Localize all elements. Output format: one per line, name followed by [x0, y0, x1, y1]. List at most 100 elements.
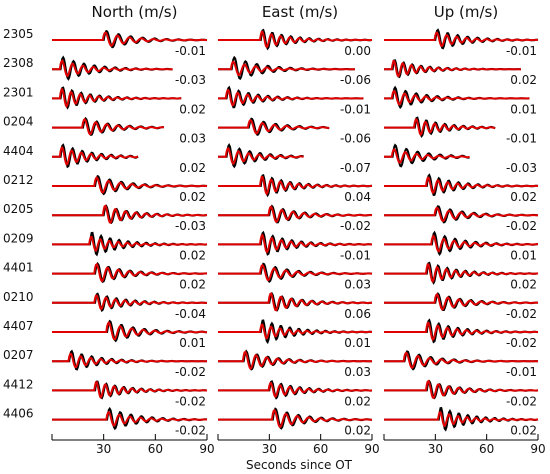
synthetic-trace: [52, 381, 207, 399]
amplitude-label: -0.02: [506, 307, 537, 321]
synthetic-trace: [384, 234, 538, 253]
panel-title: East (m/s): [262, 3, 338, 21]
synthetic-trace: [384, 263, 538, 284]
synthetic-trace: [52, 146, 139, 166]
amplitude-label: 0.02: [510, 424, 537, 438]
x-tick-label: 60: [313, 442, 328, 456]
amplitude-label: -0.01: [340, 248, 371, 262]
amplitude-label: -0.03: [175, 73, 206, 87]
station-label: 4407: [3, 319, 34, 333]
synthetic-trace: [384, 60, 521, 78]
synthetic-trace: [384, 118, 496, 137]
amplitude-label: -0.02: [175, 365, 206, 379]
amplitude-label: 0.02: [179, 278, 206, 292]
amplitude-label: -0.01: [175, 44, 206, 58]
amplitude-label: 0.02: [510, 190, 537, 204]
amplitude-label: -0.01: [506, 132, 537, 146]
x-tick-label: 30: [96, 442, 111, 456]
amplitude-label: 0.02: [344, 424, 371, 438]
synthetic-trace: [384, 31, 538, 47]
x-tick-label: 60: [148, 442, 163, 456]
amplitude-label: 0.01: [344, 336, 371, 350]
panel-0: North (m/s) -0.01 -0.03 0.02 0.03 0.02 0.02 -0.…: [51, 3, 215, 456]
synthetic-trace: [52, 262, 208, 283]
component-panels: North (m/s) -0.01 -0.03 0.02 0.03 0.02 0.02 -0.…: [51, 3, 546, 456]
station-label: 0207: [3, 348, 34, 362]
amplitude-label: 0.01: [510, 248, 537, 262]
station-label: 4401: [3, 261, 34, 275]
amplitude-label: -0.03: [506, 161, 537, 175]
synthetic-trace: [52, 410, 208, 427]
amplitude-label: 0.02: [179, 190, 206, 204]
station-labels: 2305 2308 2301 0204 4404 0212 0205 0209 4401 0210…: [3, 27, 34, 421]
amplitude-label: 0.03: [179, 132, 206, 146]
synthetic-trace: [52, 88, 182, 108]
amplitude-label: 0.04: [344, 190, 371, 204]
amplitude-label: 0.01: [510, 102, 537, 116]
synthetic-trace: [384, 89, 530, 106]
synthetic-trace: [218, 263, 373, 282]
synthetic-trace: [52, 117, 165, 136]
x-tick-label: 30: [262, 442, 277, 456]
synthetic-trace: [218, 205, 373, 224]
amplitude-label: 0.02: [510, 278, 537, 292]
panel-1: East (m/s) 0.00 -0.06 -0.01 -0.06 -0.07 0.04 -0…: [217, 3, 380, 456]
panel-title: Up (m/s): [434, 3, 498, 21]
station-label: 0209: [3, 231, 34, 245]
amplitude-label: 0.02: [179, 161, 206, 175]
amplitude-label: -0.02: [506, 336, 537, 350]
synthetic-trace: [384, 292, 539, 311]
amplitude-label: -0.02: [175, 424, 206, 438]
x-tick-label: 90: [530, 442, 545, 456]
station-label: 2305: [3, 27, 34, 41]
amplitude-label: 0.02: [179, 248, 206, 262]
synthetic-trace: [218, 381, 373, 399]
x-tick-label: 90: [364, 442, 379, 456]
synthetic-trace: [52, 294, 208, 311]
amplitude-label: -0.01: [340, 102, 371, 116]
amplitude-label: 0.02: [179, 102, 206, 116]
station-label: 0204: [3, 115, 34, 129]
synthetic-trace: [384, 176, 539, 195]
synthetic-trace: [218, 175, 372, 196]
amplitude-label: -0.01: [506, 365, 537, 379]
synthetic-trace: [218, 350, 372, 371]
station-label: 2301: [3, 85, 34, 99]
synthetic-trace: [384, 206, 538, 223]
synthetic-trace: [218, 30, 372, 49]
synthetic-trace: [384, 411, 538, 428]
amplitude-label: -0.02: [340, 219, 371, 233]
amplitude-label: -0.07: [340, 161, 371, 175]
station-label: 0212: [3, 173, 34, 187]
synthetic-trace: [218, 408, 372, 428]
synthetic-trace: [52, 236, 207, 253]
amplitude-label: -0.02: [506, 219, 537, 233]
x-axis-label: Seconds since OT: [246, 458, 353, 472]
panel-2: Up (m/s) -0.01 0.02 0.01 -0.01 -0.03 0.02 -0.02…: [383, 3, 546, 456]
station-label: 0210: [3, 290, 34, 304]
synthetic-trace: [218, 291, 372, 312]
synthetic-trace: [384, 321, 538, 342]
synthetic-trace: [218, 233, 372, 254]
x-tick-label: 90: [199, 442, 214, 456]
synthetic-trace: [218, 118, 330, 135]
amplitude-label: 0.01: [179, 336, 206, 350]
amplitude-label: -0.02: [175, 394, 206, 408]
panel-title: North (m/s): [92, 3, 178, 21]
synthetic-trace: [52, 352, 207, 369]
amplitude-label: -0.06: [340, 73, 371, 87]
synthetic-trace: [218, 60, 355, 77]
amplitude-label: -0.01: [506, 44, 537, 58]
station-label: 4412: [3, 377, 34, 391]
amplitude-label: 0.02: [510, 73, 537, 87]
amplitude-label: -0.03: [175, 219, 206, 233]
amplitude-label: -0.06: [340, 132, 371, 146]
synthetic-trace: [218, 146, 304, 165]
synthetic-trace: [52, 176, 208, 194]
amplitude-label: -0.04: [175, 307, 206, 321]
synthetic-trace: [384, 148, 470, 164]
station-label: 0205: [3, 202, 34, 216]
synthetic-trace: [52, 31, 207, 48]
amplitude-label: 0.03: [344, 365, 371, 379]
